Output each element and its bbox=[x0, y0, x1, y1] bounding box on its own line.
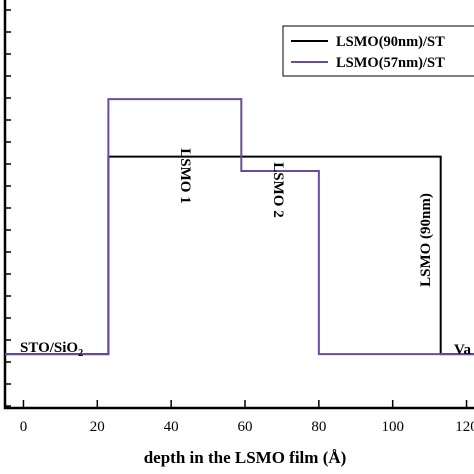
annotation-sto-sio2: STO/SiO2 bbox=[20, 340, 83, 359]
x-tick-label-60: 60 bbox=[238, 419, 253, 435]
x-tick-label-0: 0 bbox=[20, 419, 28, 435]
annotation-lsmo-2: LSMO 2 bbox=[270, 162, 286, 217]
annotation-lsmo-90nm: LSMO (90nm) bbox=[418, 193, 434, 287]
x-tick-label-100: 100 bbox=[381, 419, 404, 435]
legend-label-1: LSMO(57nm)/ST bbox=[336, 55, 445, 71]
series-line-1 bbox=[5, 99, 474, 354]
x-tick-label-120: 120 bbox=[455, 419, 474, 435]
series-line-0 bbox=[5, 157, 474, 355]
series-group bbox=[5, 99, 474, 354]
x-axis-label: depth in the LSMO film (Å) bbox=[144, 448, 347, 467]
x-axis-ticks: 0 20 40 60 80 100 120 bbox=[20, 400, 474, 435]
annotation-va: Va bbox=[454, 342, 471, 358]
x-tick-label-20: 20 bbox=[90, 419, 105, 435]
legend-label-0: LSMO(90nm)/ST bbox=[336, 34, 445, 50]
x-tick-label-40: 40 bbox=[164, 419, 179, 435]
legend: LSMO(90nm)/ST LSMO(57nm)/ST bbox=[283, 26, 474, 76]
annotation-lsmo-1: LSMO 1 bbox=[177, 148, 193, 203]
x-tick-label-80: 80 bbox=[311, 419, 326, 435]
